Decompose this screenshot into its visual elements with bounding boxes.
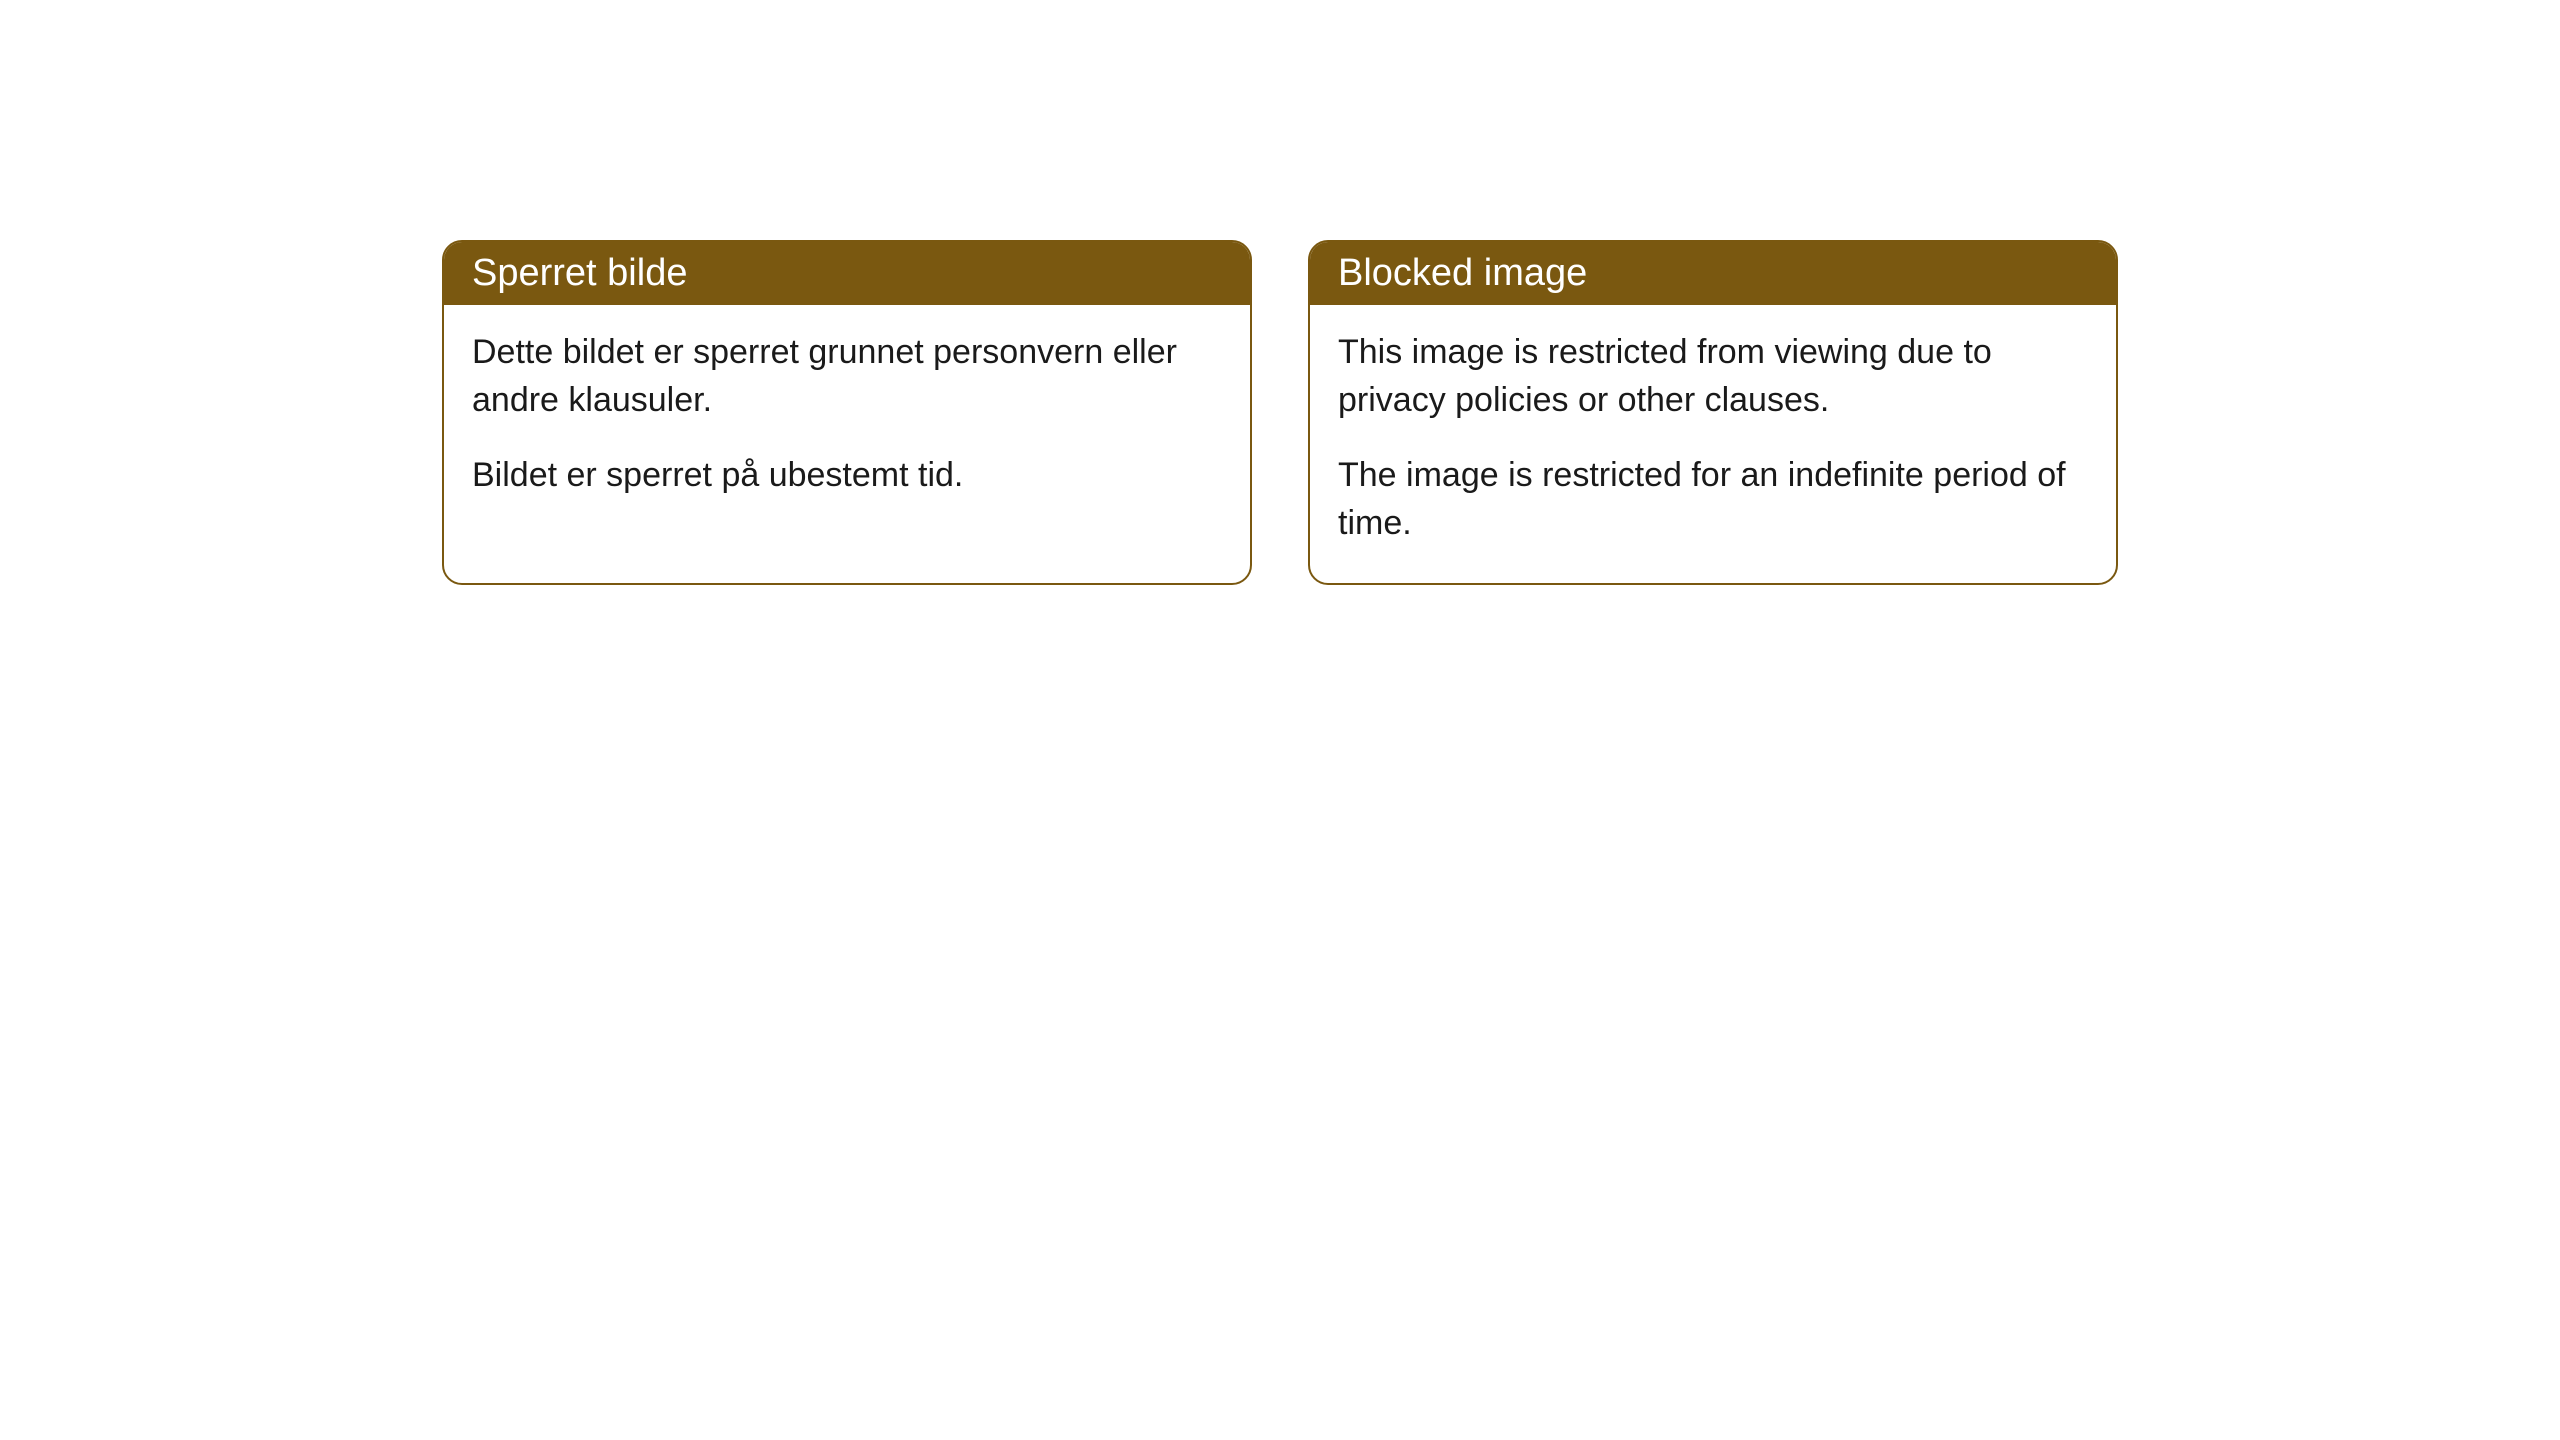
card-body: This image is restricted from viewing du… <box>1310 305 2116 583</box>
card-header: Sperret bilde <box>444 242 1250 305</box>
card-paragraph: This image is restricted from viewing du… <box>1338 329 2088 424</box>
card-paragraph: Dette bildet er sperret grunnet personve… <box>472 329 1222 424</box>
card-body: Dette bildet er sperret grunnet personve… <box>444 305 1250 536</box>
card-header: Blocked image <box>1310 242 2116 305</box>
card-paragraph: The image is restricted for an indefinit… <box>1338 452 2088 547</box>
notice-card-norwegian: Sperret bilde Dette bildet er sperret gr… <box>442 240 1252 585</box>
notice-cards-container: Sperret bilde Dette bildet er sperret gr… <box>442 240 2118 585</box>
notice-card-english: Blocked image This image is restricted f… <box>1308 240 2118 585</box>
card-paragraph: Bildet er sperret på ubestemt tid. <box>472 452 1222 500</box>
